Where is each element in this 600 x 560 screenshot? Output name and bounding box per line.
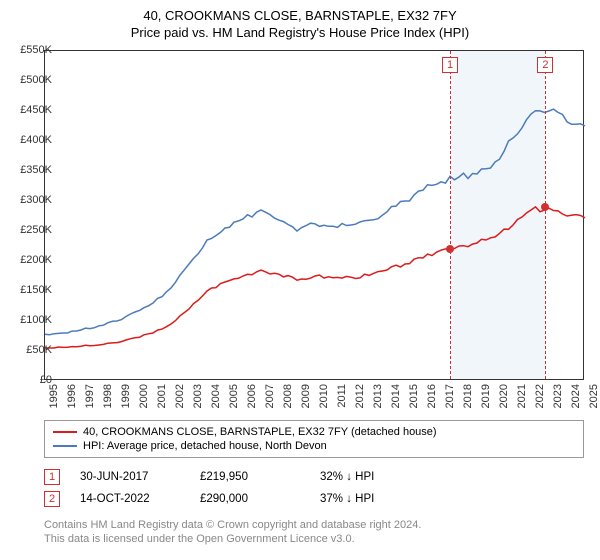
x-axis-label: 1996 — [66, 384, 78, 408]
x-axis-label: 2022 — [534, 384, 546, 408]
y-axis-label: £0 — [8, 374, 52, 386]
x-axis-label: 1997 — [84, 384, 96, 408]
transaction-price: £219,950 — [200, 471, 300, 483]
marker-box-2: 2 — [537, 57, 553, 73]
x-axis-label: 2013 — [372, 384, 384, 408]
y-axis-label: £100K — [8, 314, 52, 326]
footer-attribution: Contains HM Land Registry data © Crown c… — [44, 518, 584, 547]
y-axis-label: £50K — [8, 344, 52, 356]
transaction-date: 14-OCT-2022 — [80, 493, 180, 505]
legend-item: HPI: Average price, detached house, Nort… — [53, 439, 575, 453]
footer-line1: Contains HM Land Registry data © Crown c… — [44, 518, 584, 532]
marker-line-2 — [545, 51, 546, 379]
legend-swatch — [53, 431, 77, 433]
x-axis-label: 2014 — [390, 384, 402, 408]
x-axis-label: 1999 — [120, 384, 132, 408]
legend-item: 40, CROOKMANS CLOSE, BARNSTAPLE, EX32 7F… — [53, 425, 575, 439]
y-axis-label: £500K — [8, 74, 52, 86]
x-axis-label: 1995 — [48, 384, 60, 408]
legend-label: HPI: Average price, detached house, Nort… — [83, 440, 327, 452]
transaction-price: £290,000 — [200, 493, 300, 505]
x-axis-label: 2009 — [300, 384, 312, 408]
x-axis-label: 2024 — [570, 384, 582, 408]
transaction-marker: 1 — [44, 469, 60, 485]
y-axis-label: £250K — [8, 224, 52, 236]
x-axis-label: 2004 — [210, 384, 222, 408]
transaction-delta: 37% ↓ HPI — [320, 493, 420, 505]
chart-title: 40, CROOKMANS CLOSE, BARNSTAPLE, EX32 7F… — [0, 0, 600, 23]
plot-area: 12 — [44, 50, 584, 380]
x-axis-label: 2021 — [516, 384, 528, 408]
x-axis-label: 2016 — [426, 384, 438, 408]
x-axis-label: 2012 — [354, 384, 366, 408]
legend-label: 40, CROOKMANS CLOSE, BARNSTAPLE, EX32 7F… — [83, 426, 437, 438]
y-axis-label: £550K — [8, 44, 52, 56]
x-axis-label: 2018 — [462, 384, 474, 408]
marker-line-1 — [450, 51, 451, 379]
x-axis-label: 2002 — [174, 384, 186, 408]
x-axis-label: 2001 — [156, 384, 168, 408]
chart-container: 40, CROOKMANS CLOSE, BARNSTAPLE, EX32 7F… — [0, 0, 600, 560]
x-axis-label: 2015 — [408, 384, 420, 408]
marker-box-1: 1 — [442, 57, 458, 73]
x-axis-label: 2017 — [444, 384, 456, 408]
x-axis-label: 2020 — [498, 384, 510, 408]
x-axis-label: 2005 — [228, 384, 240, 408]
x-axis-label: 1998 — [102, 384, 114, 408]
legend: 40, CROOKMANS CLOSE, BARNSTAPLE, EX32 7F… — [44, 420, 584, 458]
x-axis-label: 2025 — [588, 384, 600, 408]
footer-line2: This data is licensed under the Open Gov… — [44, 532, 584, 546]
x-axis-label: 2003 — [192, 384, 204, 408]
marker-dot-1 — [446, 245, 454, 253]
transaction-delta: 32% ↓ HPI — [320, 471, 420, 483]
chart-subtitle: Price paid vs. HM Land Registry's House … — [0, 23, 600, 40]
y-axis-label: £300K — [8, 194, 52, 206]
transaction-date: 30-JUN-2017 — [80, 471, 180, 483]
x-axis-label: 2007 — [264, 384, 276, 408]
x-axis-label: 2000 — [138, 384, 150, 408]
y-axis-label: £400K — [8, 134, 52, 146]
x-axis-label: 2011 — [336, 384, 348, 408]
y-axis-label: £150K — [8, 284, 52, 296]
transaction-row: 2 14-OCT-2022 £290,000 37% ↓ HPI — [44, 488, 584, 510]
x-axis-label: 2008 — [282, 384, 294, 408]
transactions-table: 1 30-JUN-2017 £219,950 32% ↓ HPI 2 14-OCT-202… — [44, 466, 584, 510]
legend-swatch — [53, 445, 77, 447]
series-subject_property — [45, 207, 585, 348]
x-axis-label: 2006 — [246, 384, 258, 408]
y-axis-label: £350K — [8, 164, 52, 176]
x-axis-label: 2023 — [552, 384, 564, 408]
transaction-marker: 2 — [44, 491, 60, 507]
series-hpi — [45, 109, 585, 335]
y-axis-label: £200K — [8, 254, 52, 266]
x-axis-label: 2010 — [318, 384, 330, 408]
y-axis-label: £450K — [8, 104, 52, 116]
chart-svg — [45, 51, 583, 379]
x-axis-label: 2019 — [480, 384, 492, 408]
transaction-row: 1 30-JUN-2017 £219,950 32% ↓ HPI — [44, 466, 584, 488]
